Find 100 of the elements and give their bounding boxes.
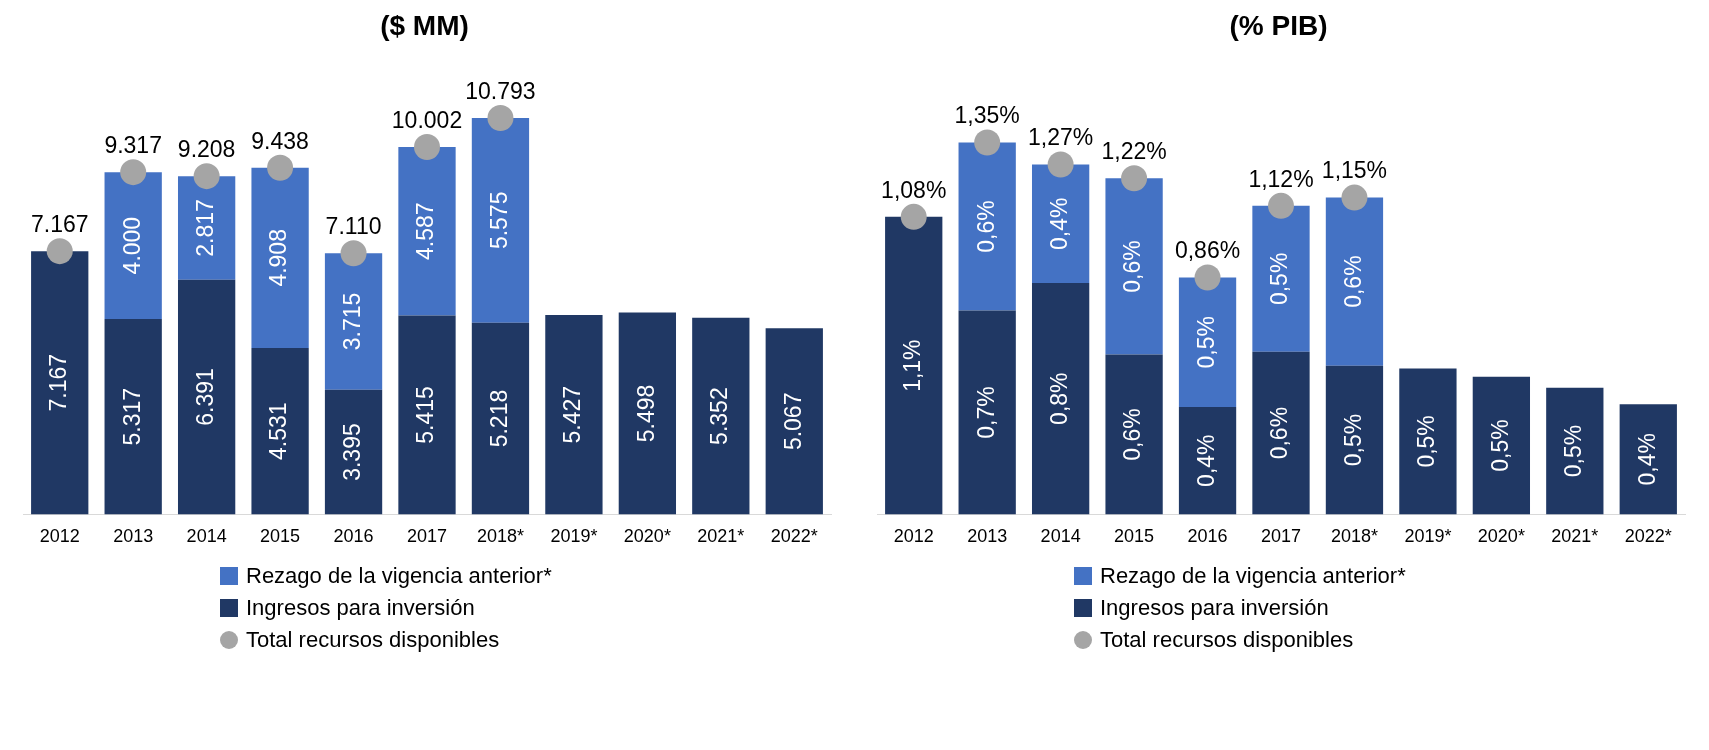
- data-label: 0,5%: [1266, 252, 1293, 306]
- data-label: 1,15%: [1321, 157, 1388, 184]
- bar: [1031, 282, 1090, 515]
- data-label: 0,5%: [1413, 415, 1440, 468]
- bar: [618, 312, 677, 515]
- data-label: 4.531: [265, 402, 292, 460]
- x-tick-label: 2018*: [476, 526, 524, 547]
- bar: [1252, 205, 1310, 352]
- bar: [1325, 365, 1384, 515]
- legend-label: Ingresos para inversión: [1100, 595, 1329, 621]
- x-tick-label: 2012: [39, 526, 80, 547]
- x-tick-label: 2021*: [1551, 526, 1599, 547]
- bar: [1399, 368, 1457, 515]
- bar: [958, 310, 1016, 515]
- data-label: 3.715: [338, 292, 365, 351]
- data-label: 5.218: [485, 389, 512, 448]
- legend-label: Rezago de la vigencia anterior*: [246, 563, 552, 589]
- point: [193, 163, 220, 190]
- bar: [885, 216, 943, 515]
- bar: [1105, 354, 1163, 515]
- legend-label: Total recursos disponibles: [246, 627, 500, 653]
- data-label: 2.817: [191, 199, 218, 257]
- data-label: 5.067: [779, 392, 806, 451]
- data-label: 4.000: [118, 216, 145, 275]
- bar: [1325, 197, 1384, 366]
- data-label: 0,4%: [1192, 434, 1219, 487]
- x-tick-label: 2016: [1187, 526, 1228, 547]
- x-tick-label: 2017: [406, 526, 448, 547]
- data-label: 0,4%: [1633, 433, 1660, 486]
- x-tick-label: 2015: [260, 526, 301, 547]
- bar: [104, 319, 162, 515]
- data-label: 1,27%: [1028, 124, 1094, 151]
- data-label: 5.352: [706, 387, 733, 445]
- x-tick-label: 2022*: [1624, 526, 1672, 547]
- data-label: 0,6%: [1119, 408, 1146, 461]
- data-label: 1,22%: [1101, 138, 1167, 165]
- bar: [1546, 387, 1604, 515]
- bar: [471, 117, 530, 323]
- text: (% PIB): [1229, 9, 1328, 41]
- x-tick-label: 2012: [893, 526, 934, 547]
- data-label: 0,6%: [1119, 240, 1146, 293]
- legend-label: Total recursos disponibles: [1100, 627, 1354, 653]
- x-tick-label: 2013: [113, 526, 154, 547]
- data-label: 1,08%: [881, 176, 947, 203]
- data-label: 5.575: [485, 191, 512, 250]
- x-tick-label: 2014: [1040, 526, 1081, 547]
- data-label: 10.793: [465, 77, 536, 104]
- data-label: 4.908: [265, 229, 292, 287]
- legend-label: Rezago de la vigencia anterior*: [1100, 563, 1406, 589]
- data-label: 0,5%: [1339, 413, 1366, 467]
- bar: [104, 172, 162, 320]
- data-label: 1,1%: [899, 339, 926, 392]
- x-tick-label: 2019*: [550, 526, 598, 547]
- bar: [398, 146, 456, 316]
- data-label: 9.208: [177, 136, 236, 162]
- bar: [324, 253, 383, 390]
- data-label: 0,4%: [1045, 197, 1072, 250]
- data-label: 0,5%: [1560, 424, 1587, 478]
- bar: [1252, 351, 1310, 515]
- x-tick-label: 2022*: [770, 526, 818, 547]
- data-label: 7.167: [45, 353, 72, 412]
- point: [1047, 151, 1074, 178]
- bar: [1105, 178, 1163, 355]
- data-label: 0,5%: [1486, 419, 1513, 472]
- point: [1194, 264, 1221, 291]
- data-label: 4.587: [412, 202, 439, 261]
- bar: [958, 142, 1016, 311]
- bar: [251, 167, 309, 348]
- data-label: 0,6%: [1266, 406, 1293, 460]
- data-label: 0,6%: [972, 200, 999, 253]
- data-label: 3.395: [338, 423, 365, 481]
- data-label: 7.110: [325, 213, 382, 240]
- point: [120, 159, 147, 186]
- data-label: 5.415: [412, 386, 439, 444]
- text: ($ MM): [380, 9, 469, 41]
- point: [340, 240, 367, 267]
- point: [900, 203, 927, 230]
- x-tick-label: 2014: [186, 526, 227, 547]
- point: [487, 104, 514, 131]
- bar: [765, 328, 823, 515]
- x-tick-label: 2018*: [1330, 526, 1378, 547]
- data-label: 7.167: [30, 210, 89, 237]
- bar: [1472, 376, 1531, 515]
- data-label: 5.427: [559, 385, 586, 444]
- x-tick-label: 2017: [1260, 526, 1302, 547]
- data-label: 0,6%: [1339, 255, 1366, 308]
- x-tick-label: 2019*: [1404, 526, 1452, 547]
- data-label: 10.002: [391, 106, 463, 133]
- x-tick-label: 2020*: [623, 526, 671, 547]
- x-tick-label: 2020*: [1477, 526, 1525, 547]
- point: [46, 238, 73, 265]
- point: [1121, 165, 1148, 192]
- data-label: 5.317: [118, 387, 145, 446]
- data-label: 9.317: [104, 132, 162, 158]
- data-label: 9.438: [251, 127, 309, 154]
- bar: [471, 322, 530, 515]
- data-label: 0,5%: [1192, 315, 1219, 369]
- bar: [692, 317, 750, 515]
- bar: [545, 315, 603, 515]
- data-label: 0,8%: [1045, 372, 1072, 425]
